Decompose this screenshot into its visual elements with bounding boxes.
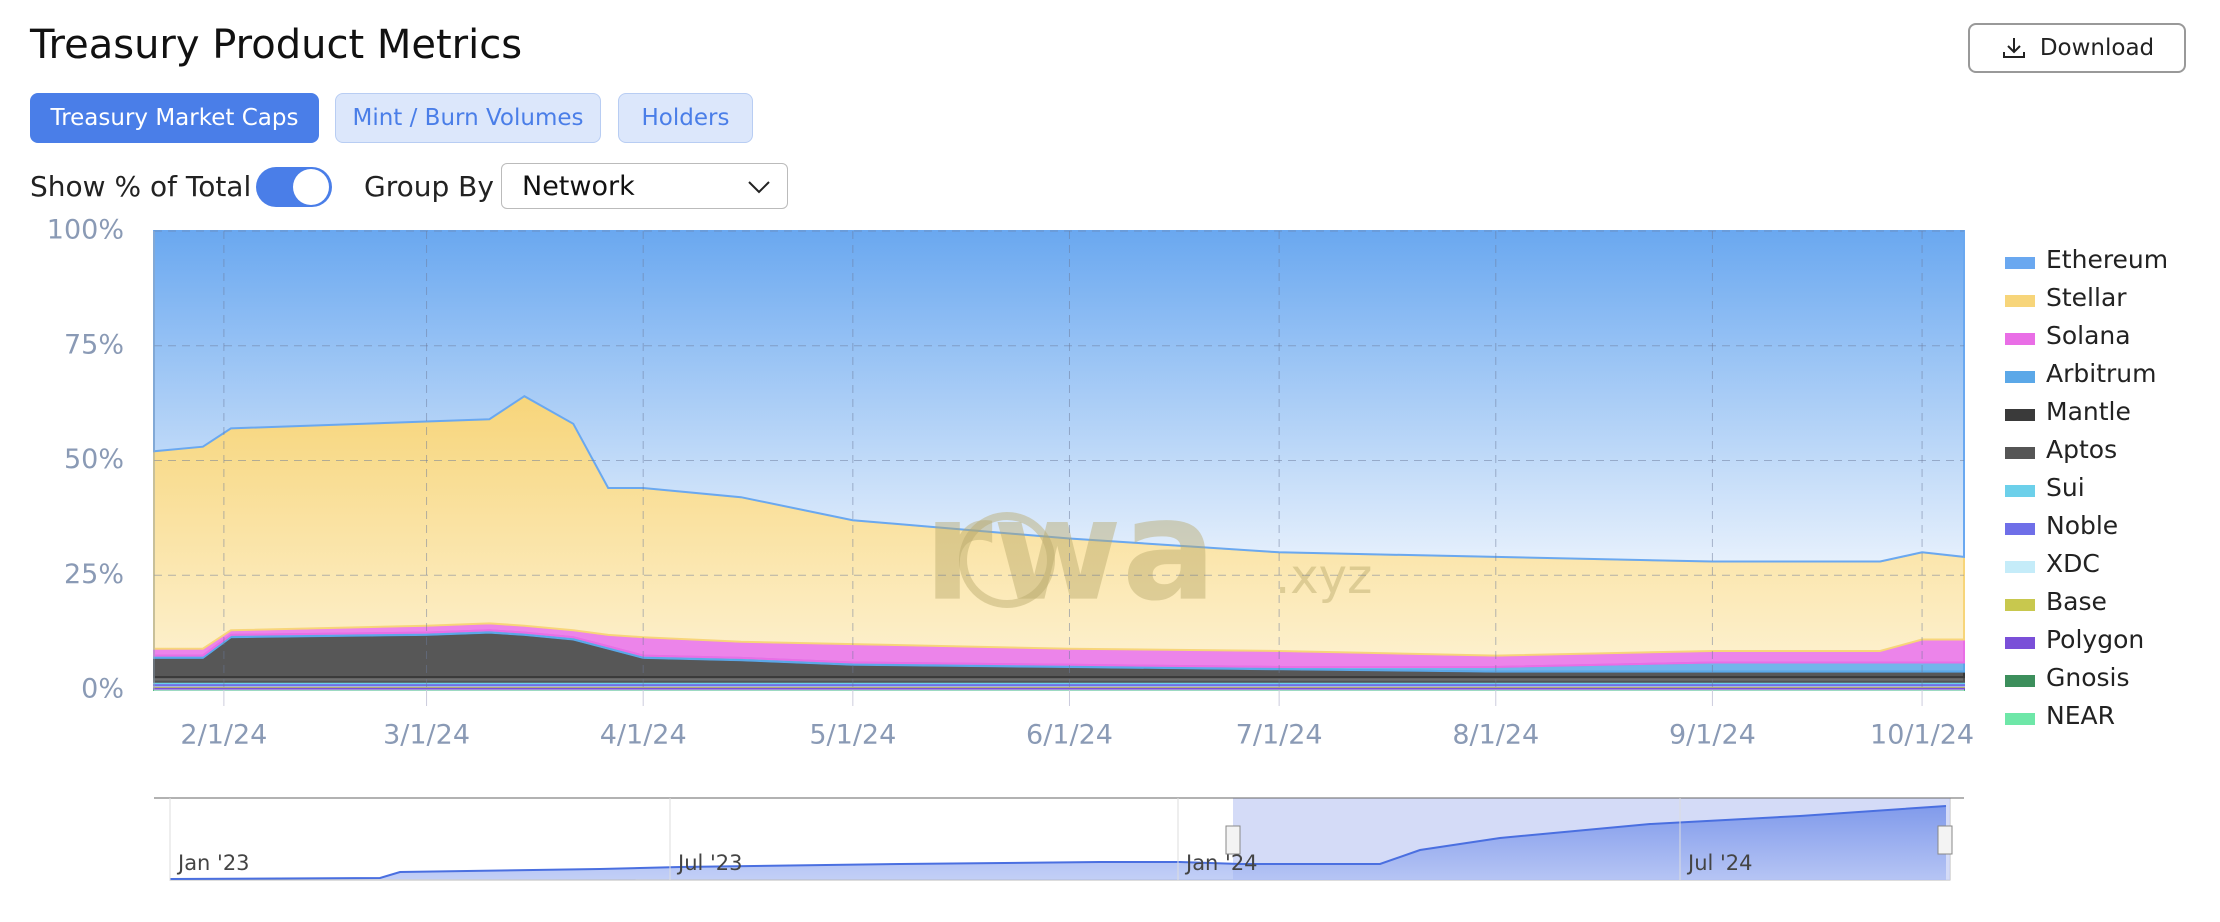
chevron [748,181,770,194]
area [153,631,1965,679]
x-tick-label: 8/1/24 [1452,720,1539,751]
legend-label: Mantle [2046,397,2131,426]
area [153,395,1965,657]
toggle[interactable] [256,167,332,207]
toggle-knob [293,169,329,205]
area [153,622,1965,668]
legend-label: XDC [2046,549,2100,578]
navigator-label: Jan '23 [176,851,250,875]
legend-swatch [2005,713,2035,725]
x-tick-label: 3/1/24 [383,720,470,751]
legend-label: Ethereum [2046,245,2168,274]
group-select[interactable]: Network [501,163,788,209]
watermark: rwa [924,470,1217,633]
download-icon [2002,38,2025,58]
area [153,676,1965,683]
x-tick-label: 9/1/24 [1669,720,1756,751]
page-title: Treasury Product Metrics [30,22,523,68]
area [153,684,1965,688]
legend-swatch [2005,675,2035,687]
legend-label: Solana [2046,321,2131,350]
navigator-range [1233,798,1950,880]
x-tick-label: 10/1/24 [1870,720,1974,751]
tab[interactable]: Holders [618,93,753,143]
legend-label: Stellar [2046,283,2127,312]
tab[interactable]: Treasury Market Caps [30,93,319,143]
y-tick-label: 50% [64,444,124,475]
download-label: Download [2039,35,2155,61]
legend-swatch [2005,561,2035,573]
area [153,684,1965,687]
legend-swatch [2005,447,2035,459]
navigator [154,797,1964,881]
legend-swatch [2005,257,2035,269]
legend-label: Base [2046,587,2107,616]
navigator-frame [169,797,1951,881]
area [153,682,1965,687]
legend-label: Polygon [2046,625,2144,654]
x-tick-label: 4/1/24 [600,720,687,751]
x-tick-label: 6/1/24 [1026,720,1113,751]
legend-swatch [2005,637,2035,649]
legend-swatch [2005,333,2035,345]
navigator-line [169,805,1947,880]
navigator-label: Jan '24 [1184,851,1258,875]
y-tick-label: 0% [81,674,124,705]
legend-label: Noble [2046,511,2118,540]
x-tick-label: 7/1/24 [1236,720,1323,751]
legend-label: Gnosis [2046,663,2130,692]
y-tick-label: 100% [47,215,124,246]
legend-swatch [2005,295,2035,307]
area [153,230,1965,563]
navigator-area [170,806,1946,880]
legend-swatch [2005,485,2035,497]
legend-label: Aptos [2046,435,2117,464]
y-tick-label: 75% [64,329,124,360]
toggle-label: Show % of Total [30,170,252,203]
legend-swatch [2005,409,2035,421]
area [153,629,1965,673]
x-tick-label: 5/1/24 [809,720,896,751]
legend-label: Sui [2046,473,2085,502]
y-tick-label: 25% [64,559,124,590]
legend-swatch [2005,371,2035,383]
watermark-globe [959,512,1055,608]
download-button[interactable]: Download [1968,23,2186,73]
watermark-suffix: .xyz [1275,549,1372,605]
navigator-handle[interactable] [1225,825,1241,855]
legend-label: NEAR [2046,701,2115,730]
legend-swatch [2005,599,2035,611]
area [153,685,1965,690]
legend-label: Arbitrum [2046,359,2156,388]
x-tick-label: 2/1/24 [180,720,267,751]
legend-swatch [2005,523,2035,535]
group-value: Network [522,171,635,202]
tab[interactable]: Mint / Burn Volumes [335,93,601,143]
navigator-label: Jul '24 [1686,851,1753,875]
navigator-label: Jul '23 [676,851,743,875]
area [153,688,1965,691]
area [153,687,1965,691]
area [153,680,1965,685]
navigator-handle[interactable] [1937,825,1953,855]
group-label: Group By [364,170,494,203]
